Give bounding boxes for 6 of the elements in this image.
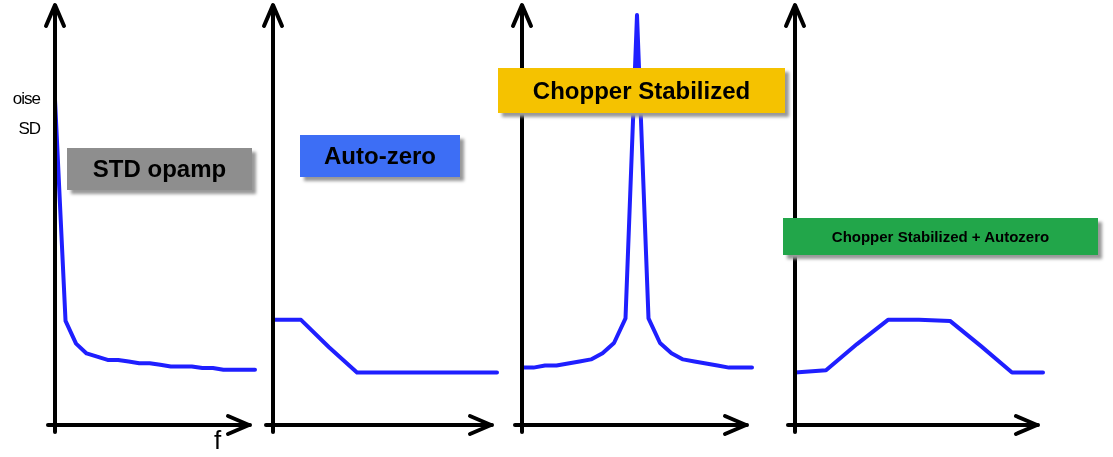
chart-title: Auto-zero [300,135,460,177]
text: Chopper Stabilized [498,68,785,113]
chart-title: Chopper Stabilized + Autozero [783,218,1098,255]
text: STD opamp [67,148,252,190]
y-axis-title: oise SD [11,88,40,140]
x-axis-title: f [214,425,222,456]
